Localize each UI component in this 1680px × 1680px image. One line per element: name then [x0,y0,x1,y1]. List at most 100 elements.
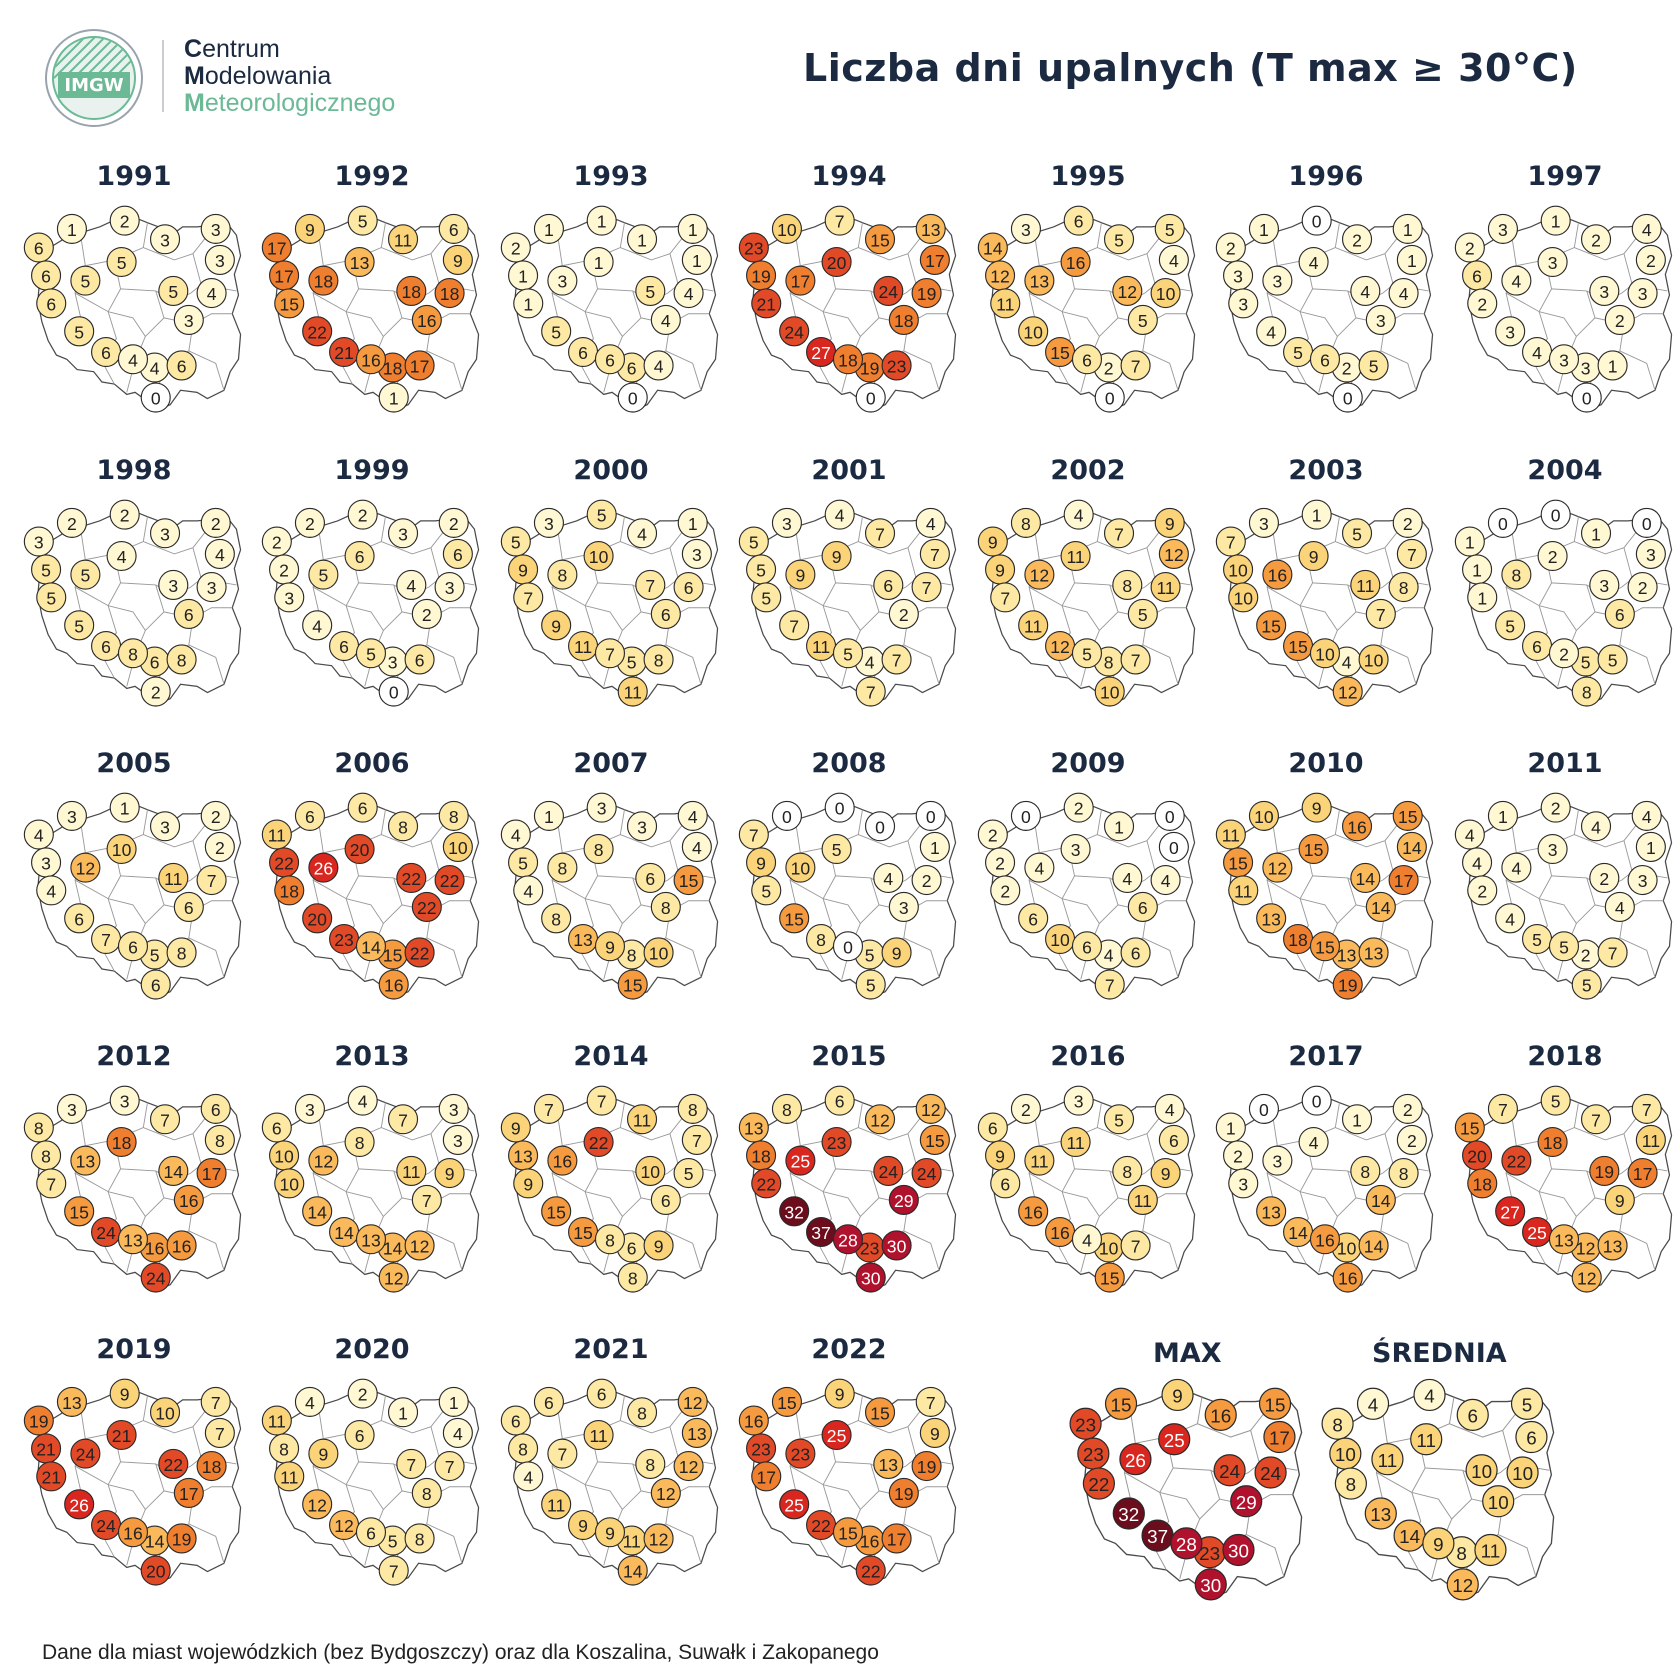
value-circle [1631,1093,1662,1124]
value-circle [355,1224,387,1255]
station-marker: 5 [31,554,62,585]
station-marker: 3 [1627,277,1658,309]
value-label: 2 [1477,294,1487,314]
value-label: 7 [605,644,615,664]
station-marker: 6 [1604,598,1635,629]
station-marker: 14 [377,1232,408,1263]
value-circle [396,862,427,894]
station-marker: 11 [626,1104,658,1135]
value-circle [1158,831,1189,862]
station-marker: 7 [824,205,855,236]
value-circle [1309,1224,1341,1255]
value-circle [677,1386,708,1417]
region-border [143,1397,217,1434]
value-label: 11 [402,1162,420,1182]
station-marker: 6 [329,630,360,662]
value-label: 4 [661,311,671,331]
station-marker: 2 [1215,232,1246,263]
value-circle [821,1419,852,1451]
value-circle [855,382,886,413]
value-label: 5 [366,644,376,664]
value-label: 9 [551,616,561,636]
value-label: 2 [1342,359,1352,379]
value-circle [547,1145,578,1176]
value-label: 15 [1228,853,1248,873]
value-label: 0 [835,799,845,819]
station-marker: 15 [1045,336,1076,368]
region-border [1335,1104,1409,1141]
value-circle [1256,316,1287,347]
station-marker: 9 [881,937,912,968]
value-circle [1467,288,1498,319]
value-circle [36,1461,67,1492]
station-marker: 8 [166,937,197,968]
station-marker: 10 [1223,554,1254,585]
station-marker: 11 [583,1419,614,1451]
region-border [858,1104,932,1141]
value-circle [1580,811,1612,842]
station-marker: 8 [438,800,469,831]
station-marker: 6 [873,569,904,601]
value-label: 3 [160,817,170,837]
value-label: 30 [1228,1541,1249,1562]
value-label: 14 [307,1202,327,1222]
value-circle [821,246,852,278]
map-panel-2016: 2016 2 3 5 4 6 6 9 11 11 6 8 9 16 11 16 10 4 7 15 [969,1040,1207,1334]
value-circle [1298,246,1329,278]
station-marker: 4 [1501,852,1532,883]
value-label: 8 [422,1484,432,1504]
value-circle [204,831,235,862]
value-label: 21 [112,1426,132,1446]
value-circle [1548,344,1580,375]
value-circle [583,833,614,865]
station-marker: 15 [864,224,896,255]
map-panel-1997: 1997 3 1 2 4 2 2 6 3 4 2 3 3 3 2 4 3 3 1 0 [1446,160,1680,454]
map-title: 2001 [811,455,887,486]
value-label: 4 [511,826,521,846]
value-label: 13 [879,1455,899,1475]
station-marker: 7 [1215,526,1246,557]
value-circle [196,1450,227,1482]
value-label: 3 [160,230,170,250]
value-label: 15 [1460,1119,1480,1139]
value-label: 8 [645,1455,655,1475]
value-label: 19 [751,266,771,286]
station-marker: 25 [779,1489,810,1520]
station-marker: 6 [173,891,204,922]
value-label: 4 [1122,869,1132,889]
value-label: 3 [449,1100,459,1120]
region-border [74,1172,109,1193]
value-circle [751,1461,782,1492]
value-circle [308,1438,339,1469]
value-label: 15 [1304,840,1324,860]
region-border [1197,1399,1276,1438]
station-marker: 24 [779,316,810,347]
station-marker: 13 [1256,903,1287,934]
value-label: 9 [120,1385,130,1405]
station-marker: 4 [396,569,427,601]
value-label: 6 [627,1239,637,1259]
station-marker: 15 [1283,630,1314,662]
value-circle [1467,875,1498,906]
value-label: 3 [184,311,194,331]
value-label: 11 [812,637,830,657]
value-label: 3 [398,524,408,544]
value-circle [541,316,572,347]
value-label: 24 [96,1223,116,1243]
value-label: 11 [1030,1152,1048,1172]
region-border [1028,1172,1063,1193]
value-label: 5 [1114,1110,1124,1130]
value-label: 7 [160,1110,170,1130]
region-border [665,1523,702,1564]
value-circle [785,1438,816,1469]
country-outline [1335,1387,1555,1598]
value-label: 4 [312,616,322,636]
station-marker: 16 [738,1405,769,1436]
value-label: 2 [1551,799,1561,819]
station-marker: 6 [1071,931,1103,962]
value-label: 4 [406,576,416,596]
station-marker: 1 [1392,213,1423,244]
value-label: 4 [835,506,845,526]
value-circle [1298,540,1329,572]
